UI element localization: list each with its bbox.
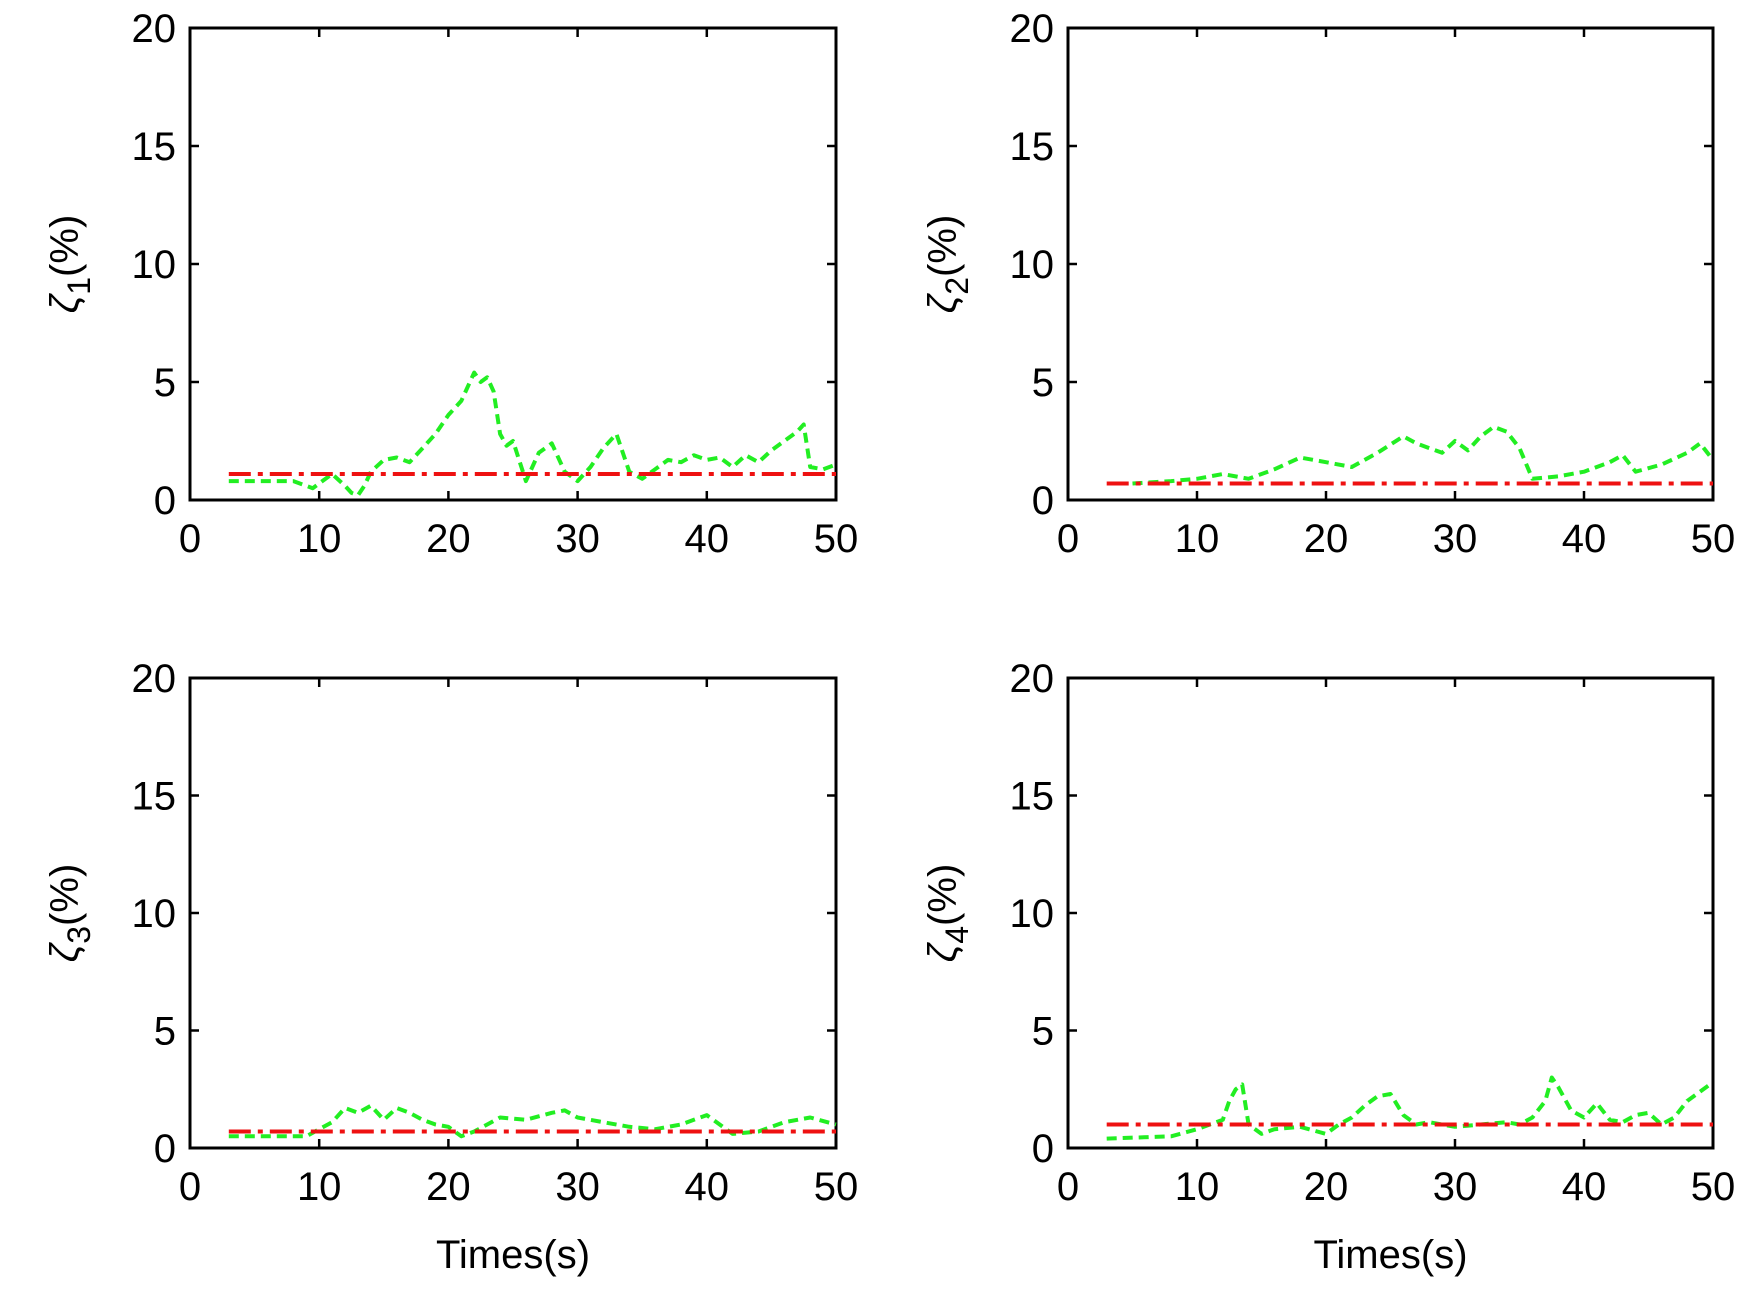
x-tick-label: 50 [1691,517,1736,561]
y-tick-label: 20 [132,657,177,701]
x-tick-label: 40 [685,1165,730,1209]
y-axis-label-subscript: 1 [61,277,97,295]
x-tick-label: 40 [685,517,730,561]
y-axis-label-unit: (%) [43,215,87,277]
y-tick-label: 15 [132,125,177,169]
x-tick-label: 10 [1175,517,1220,561]
x-tick-label: 20 [426,517,471,561]
y-axis-label-symbol: ζ [43,941,87,962]
x-tick-label: 20 [426,1165,471,1209]
y-axis-label: ζ2(%) [921,215,975,314]
x-axis-label: Times(s) [1313,1233,1467,1277]
subplot-4: 0 10 20 30 40 50 0 5 10 15 20 ζ4(%) Times(s) [921,657,1735,1277]
x-tick-label: 30 [1433,1165,1478,1209]
y-axis-label: ζ4(%) [921,864,975,963]
y-tick-label: 15 [1010,775,1055,819]
y-axis-label-symbol: ζ [43,292,87,313]
x-tick-label: 0 [179,1165,201,1209]
y-tick-label: 0 [1032,479,1054,523]
axes-frame [1066,676,1715,1150]
y-tick-label: 10 [1010,892,1055,936]
y-tick-label: 10 [1010,243,1055,287]
y-tick-label: 0 [154,1127,176,1171]
y-axis-label: ζ3(%) [43,864,97,963]
y-tick-label: 0 [1032,1127,1054,1171]
y-tick-label: 15 [1010,125,1055,169]
y-tick-label: 5 [154,361,176,405]
x-tick-label: 40 [1562,1165,1607,1209]
x-tick-label: 20 [1304,1165,1349,1209]
x-tick-label: 30 [555,1165,600,1209]
estimate-line [1132,424,1715,486]
y-tick-label: 20 [132,7,177,51]
estimate-line [228,370,837,498]
x-tick-label: 0 [179,517,201,561]
y-tick-label: 5 [1032,1010,1054,1054]
y-axis-label-unit: (%) [921,215,965,277]
x-tick-label: 40 [1562,517,1607,561]
y-tick-label: 10 [132,243,177,287]
subplot-2: 0 10 20 30 40 50 0 5 10 15 20 ζ2(%) [921,7,1735,561]
subplot-1: 0 10 20 30 40 50 0 5 10 15 20 ζ1(%) [43,7,858,561]
y-axis-label-subscript: 2 [939,277,975,295]
y-tick-label: 5 [1032,361,1054,405]
x-tick-label: 10 [297,517,342,561]
x-tick-label: 30 [555,517,600,561]
x-tick-label: 0 [1057,517,1079,561]
subplot-3: 0 10 20 30 40 50 0 5 10 15 20 ζ3(%) Times(s) [43,657,858,1277]
y-tick-label: 0 [154,479,176,523]
y-tick-label: 10 [132,892,177,936]
axes-frame [188,26,838,502]
x-tick-label: 20 [1304,517,1349,561]
x-tick-label: 50 [814,517,859,561]
y-axis-label-symbol: ζ [921,941,965,962]
y-tick-label: 20 [1010,7,1055,51]
y-axis-label-subscript: 3 [61,926,97,944]
y-axis-label-subscript: 4 [939,926,975,944]
x-axis-label: Times(s) [436,1233,590,1277]
y-axis-label-symbol: ζ [921,292,965,313]
x-tick-label: 10 [297,1165,342,1209]
axes-frame [188,676,838,1150]
y-axis-label-unit: (%) [43,864,87,926]
axes-frame [1066,26,1715,502]
y-tick-label: 5 [154,1010,176,1054]
x-tick-label: 10 [1175,1165,1220,1209]
y-axis-label-unit: (%) [921,864,965,926]
estimate-line [1106,1075,1715,1141]
x-tick-label: 0 [1057,1165,1079,1209]
y-tick-label: 15 [132,775,177,819]
y-axis-label: ζ1(%) [43,215,97,314]
x-tick-label: 30 [1433,517,1478,561]
estimate-line [228,1103,837,1139]
y-tick-label: 20 [1010,657,1055,701]
x-tick-label: 50 [1691,1165,1736,1209]
x-tick-label: 50 [814,1165,859,1209]
